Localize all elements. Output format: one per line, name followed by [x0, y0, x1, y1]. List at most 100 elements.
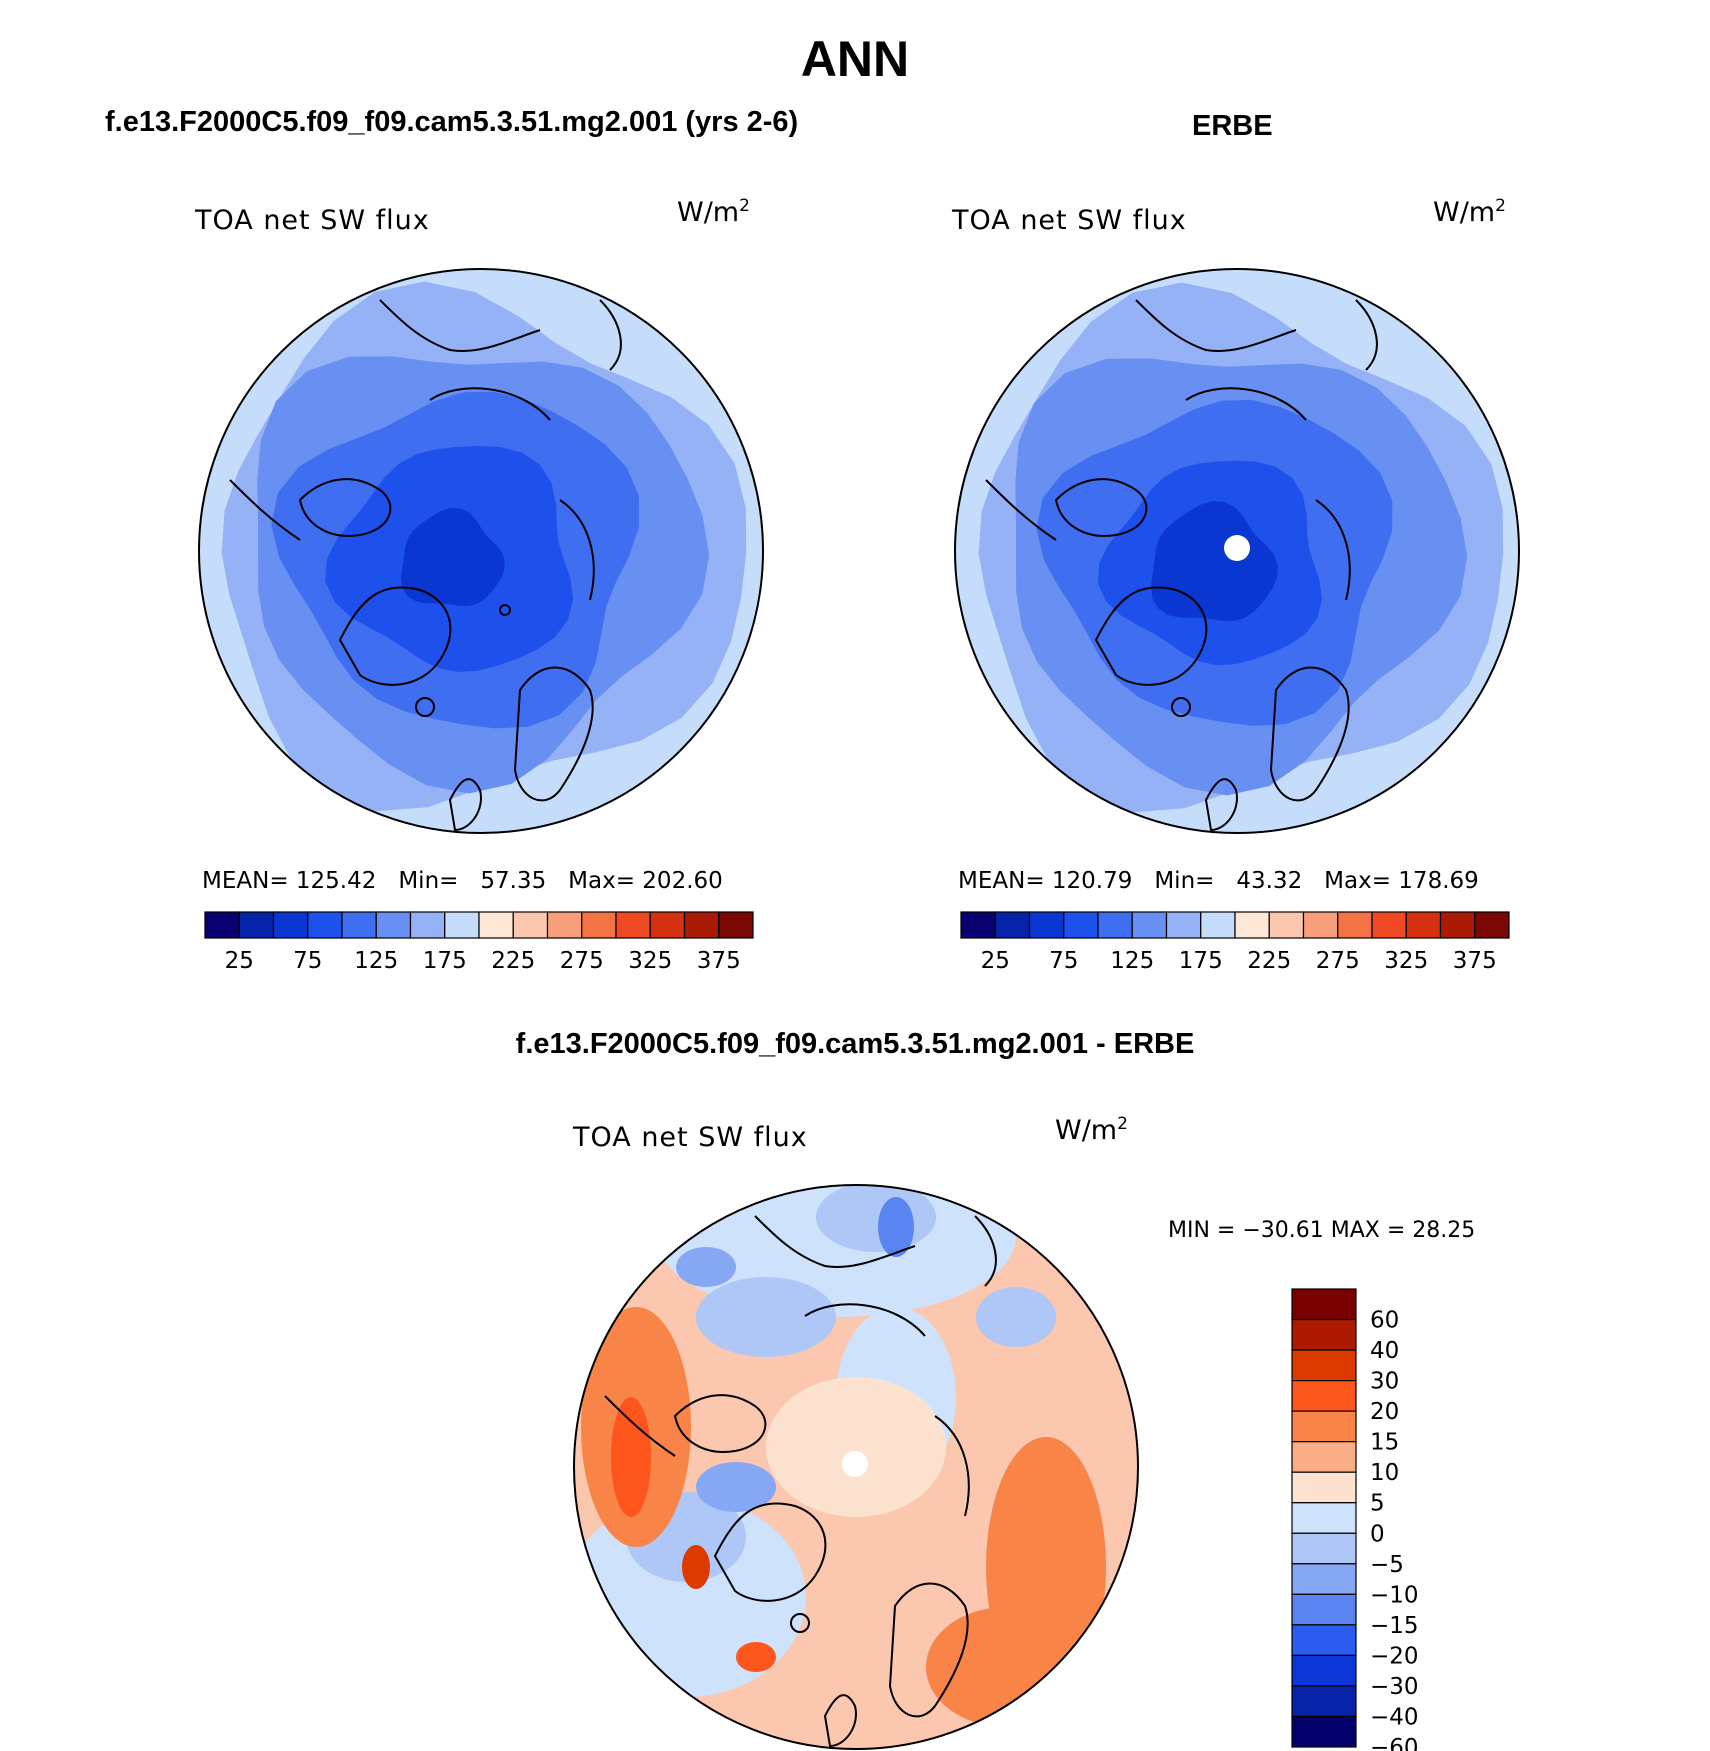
colorbar-swatch	[615, 911, 651, 939]
colorbar-tick-label: 175	[1179, 948, 1223, 974]
colorbar-swatch	[1200, 911, 1236, 939]
colorbar-swatch	[1291, 1593, 1357, 1626]
polar-map-obs	[954, 268, 1520, 834]
contour-band	[696, 1277, 836, 1357]
panel-header-diff: f.e13.F2000C5.f09_f09.cam5.3.51.mg2.001 …	[515, 1028, 1195, 1060]
colorbar-swatch	[238, 911, 275, 939]
units-base: W/m	[1055, 1115, 1118, 1146]
units-base: W/m	[1433, 197, 1496, 228]
colorbar-tick-label: 325	[1384, 948, 1428, 974]
pole-missing-data	[1224, 535, 1250, 561]
colorbar-swatch	[1291, 1532, 1357, 1565]
colorbar-swatch	[512, 911, 549, 939]
colorbar-swatch	[307, 911, 343, 939]
colorbar-swatch	[718, 911, 754, 939]
colorbar-swatch	[994, 911, 1031, 939]
colorbar-swatch	[1439, 911, 1476, 939]
colorbar-swatch	[546, 911, 583, 939]
colorbar-tick-label: 75	[293, 948, 322, 974]
colorbar-swatch	[1291, 1624, 1357, 1657]
colorbar-tick-label: 40	[1370, 1338, 1399, 1364]
colorbar-swatch	[960, 911, 996, 939]
colorbar-swatch	[1302, 911, 1339, 939]
colorbar-swatch	[649, 911, 686, 939]
colorbar-tick-label: 325	[628, 948, 672, 974]
min-value: 57.35	[480, 868, 547, 894]
colorbar-swatch	[272, 911, 309, 939]
colorbar-swatch	[1371, 911, 1407, 939]
polar-map-diff	[573, 1184, 1139, 1750]
units-label-model: W/m2	[677, 196, 750, 228]
min-label: Min=	[1154, 868, 1215, 894]
colorbar-tick-label: 30	[1370, 1369, 1399, 1395]
colorbar-swatch	[1291, 1685, 1357, 1718]
contour-band	[976, 1287, 1056, 1347]
variable-label-diff: TOA net SW flux	[573, 1122, 808, 1153]
contour-band	[401, 508, 505, 607]
colorbar-tick-label: 0	[1370, 1521, 1385, 1547]
stats-model: MEAN= 125.42 Min= 57.35 Max= 202.60	[202, 868, 723, 894]
colorbar-swatch	[1268, 911, 1305, 939]
colorbar-swatch	[1291, 1379, 1357, 1412]
panel-header-model: f.e13.F2000C5.f09_f09.cam5.3.51.mg2.001 …	[105, 106, 799, 138]
mean-label: MEAN=	[202, 868, 289, 894]
max-value: 202.60	[642, 868, 723, 894]
colorbar-swatch	[1028, 911, 1065, 939]
flux-field-model	[199, 269, 763, 833]
variable-label-model: TOA net SW flux	[195, 205, 430, 236]
contour-band	[1151, 501, 1278, 622]
colorbar-tick-label: −40	[1370, 1704, 1419, 1730]
colorbar-swatch	[1291, 1441, 1357, 1473]
units-exponent: 2	[739, 196, 750, 216]
colorbar-tick-label: 20	[1370, 1399, 1399, 1425]
units-exponent: 2	[1495, 196, 1506, 216]
colorbar-tick-label: −5	[1370, 1552, 1404, 1578]
units-label-obs: W/m2	[1433, 196, 1506, 228]
polar-map-model	[198, 268, 764, 834]
colorbar-obs: 25 75 125 175 225 275 325 375	[960, 911, 1510, 974]
colorbar-swatch	[204, 911, 240, 939]
units-exponent: 2	[1117, 1114, 1128, 1134]
colorbar-swatch	[1165, 911, 1202, 939]
colorbar-diff: 60 40 30 20 15 10 5 0 −5 −10 −15 −20 −30 −40 −60	[1291, 1288, 1419, 1751]
colorbar-swatch	[1291, 1318, 1357, 1351]
colorbar-swatch	[1291, 1715, 1357, 1748]
min-value: 43.32	[1236, 868, 1303, 894]
colorbar-swatch	[1131, 911, 1168, 939]
colorbar-tick-label: 15	[1370, 1430, 1399, 1456]
colorbar-swatch	[1337, 911, 1373, 939]
colorbar-swatch	[409, 911, 446, 939]
mean-value: 125.42	[295, 868, 377, 894]
units-base: W/m	[677, 197, 740, 228]
contour-band	[676, 1247, 736, 1287]
max-label: Max=	[568, 868, 635, 894]
colorbar-tick-label: 25	[225, 948, 254, 974]
colorbar-swatch	[478, 911, 514, 939]
units-label-diff: W/m2	[1055, 1114, 1128, 1146]
colorbar-tick-label: 175	[423, 948, 467, 974]
coastlines-obs	[985, 299, 1378, 832]
contour-band	[766, 1377, 946, 1517]
mean-label: MEAN=	[958, 868, 1045, 894]
colorbar-swatch	[341, 911, 377, 939]
colorbar-swatch	[1405, 911, 1442, 939]
panel-header-obs: ERBE	[1192, 110, 1273, 142]
colorbar-tick-label: 225	[491, 948, 535, 974]
colorbar-tick-label: −10	[1370, 1582, 1419, 1608]
colorbar-tick-label: −60	[1370, 1735, 1419, 1751]
stats-diff: MIN = −30.61 MAX = 28.25	[1168, 1218, 1476, 1243]
contour-band	[696, 1462, 776, 1512]
colorbar-swatch	[1291, 1502, 1357, 1534]
colorbar-swatch	[444, 911, 480, 939]
colorbar-tick-label: −30	[1370, 1674, 1419, 1700]
colorbar-tick-label: 125	[1110, 948, 1154, 974]
min-label: Min=	[398, 868, 459, 894]
contour-band	[611, 1397, 651, 1517]
colorbar-tick-label: 275	[560, 948, 604, 974]
colorbar-tick-label: −20	[1370, 1643, 1419, 1669]
colorbar-swatch	[1291, 1288, 1357, 1321]
coastlines-model	[229, 299, 622, 832]
contour-band	[926, 1607, 1086, 1727]
colorbar-swatch	[1291, 1349, 1357, 1382]
